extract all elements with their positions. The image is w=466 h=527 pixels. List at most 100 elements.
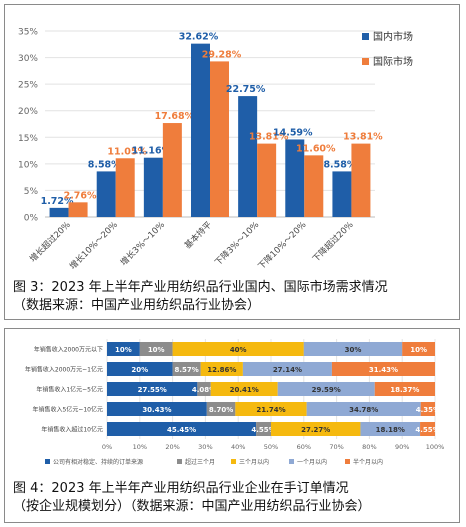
data-label: 32.62%: [179, 32, 219, 43]
x-tick-label: 70%: [329, 443, 343, 451]
x-tick-label: 下降超过20%: [310, 219, 355, 264]
bar-domestic: [96, 171, 116, 217]
segment-1: [107, 342, 140, 356]
y-category-label: 年销售收入2000万元~1亿元: [25, 366, 103, 374]
y-tick-label: 15%: [18, 134, 38, 144]
bar-domestic: [285, 139, 305, 217]
y-tick-label: 35%: [18, 28, 38, 38]
legend-swatch: [345, 459, 350, 464]
legend-label: 一个月以内: [297, 458, 327, 466]
segment-label: 30%: [345, 346, 362, 354]
x-tick-label: 30%: [198, 443, 212, 451]
data-label: 8.58%: [323, 159, 356, 170]
data-label: 13.81%: [249, 132, 289, 143]
segment-label: 29.59%: [312, 386, 341, 394]
data-label: 2.76%: [64, 190, 97, 201]
data-label: 1.72%: [41, 196, 74, 207]
segment-4: [277, 382, 375, 396]
segment-label: 27.27%: [301, 426, 330, 434]
data-label: 22.75%: [226, 84, 266, 95]
x-tick-label: 10%: [133, 443, 147, 451]
y-category-label: 年销售收入5亿元~10亿元: [33, 406, 103, 414]
orders-stacked-bar-chart: 0% 10% 20% 30% 40% 50% 60% 70% 80% 90% 100% 年销售收入20…: [25, 339, 445, 466]
data-label: 11.16%: [132, 146, 172, 157]
segment-label: 20%: [131, 366, 148, 374]
bar-international: [351, 143, 371, 217]
data-label: 11.05%: [107, 146, 147, 157]
legend-label: 国内市场: [373, 30, 413, 43]
segment-1: [107, 382, 198, 396]
legend-label: 国际市场: [373, 55, 413, 68]
legend-swatch: [231, 459, 236, 464]
legend-label: 半个月以内: [353, 458, 383, 466]
legend-label: 三个月以内: [239, 458, 269, 466]
bar-international: [68, 202, 88, 217]
segment-4: [360, 422, 421, 436]
segment-label: 27.55%: [138, 386, 167, 394]
x-tick-label: 90%: [395, 443, 409, 451]
segment-label: 8.57%: [175, 366, 199, 374]
y-tick-label: 20%: [18, 107, 38, 117]
legend-swatch: [362, 33, 369, 40]
bar-international: [304, 155, 324, 217]
y-tick-label: 25%: [18, 81, 38, 91]
data-label: 29.28%: [202, 49, 242, 60]
segment-5: [331, 362, 435, 376]
segment-label: 4.35%: [416, 406, 440, 414]
x-tick-label: 增长超过20%: [28, 219, 73, 264]
bar-domestic: [143, 157, 163, 217]
figure-3-panel: 0% 5% 10% 15% 20% 25% 30% 35% 1.72% 2.76% 增长超过20% 8…: [4, 4, 460, 320]
y-tick-label: 10%: [18, 160, 38, 170]
x-tick-label: 100%: [426, 443, 445, 451]
figure-3-caption-line1: 图 3：2023 年上半年产业用纺织品行业国内、国际市场需求情况: [13, 280, 388, 295]
bar-international: [115, 158, 135, 217]
segment-label: 10%: [148, 346, 165, 354]
data-label: 14.59%: [273, 127, 313, 138]
bar-domestic: [238, 96, 258, 217]
legend-swatch: [289, 459, 294, 464]
segment-4: [242, 362, 332, 376]
segment-4: [303, 342, 403, 356]
segment-label: 18.18%: [376, 426, 405, 434]
x-tick-label: 60%: [297, 443, 311, 451]
segment-label: 8.70%: [209, 406, 233, 414]
bar-domestic: [191, 43, 210, 218]
x-tick-label: 40%: [231, 443, 245, 451]
figure-3-caption: 图 3：2023 年上半年产业用纺织品行业国内、国际市场需求情况 （数据来源：中…: [13, 279, 453, 315]
segment-2: [172, 362, 201, 376]
x-tick-label: 0%: [102, 443, 112, 451]
segment-5: [420, 402, 435, 416]
segment-5: [374, 382, 435, 396]
segment-label: 34.78%: [349, 406, 378, 414]
bar-domestic: [49, 207, 69, 217]
figure-4-caption-line2: （按企业规模划分）（数据来源：中国产业用纺织品行业协会）: [13, 499, 371, 514]
segment-4: [306, 402, 421, 416]
segment-3: [172, 342, 304, 356]
segment-3: [210, 382, 278, 396]
x-tick-label: 下降3%～10%: [213, 219, 262, 268]
segment-label: 27.14%: [273, 366, 302, 374]
data-label: 11.60%: [296, 143, 336, 154]
segment-label: 21.74%: [256, 406, 285, 414]
segment-label: 30.43%: [142, 406, 171, 414]
segment-3: [200, 362, 243, 376]
demand-bar-chart: 0% 5% 10% 15% 20% 25% 30% 35% 1.72%2.76% 增长超过20% 8…: [18, 28, 413, 272]
segment-label: 10%: [410, 346, 427, 354]
legend-swatch: [177, 459, 182, 464]
y-category-label: 年销售收入1亿元~5亿元: [36, 386, 103, 394]
segment-1: [107, 402, 207, 416]
segment-label: 18.37%: [390, 386, 419, 394]
segment-2: [197, 382, 211, 396]
segment-3: [235, 402, 307, 416]
bar-international: [257, 143, 277, 217]
y-tick-label: 0%: [24, 214, 39, 224]
segment-2: [139, 342, 173, 356]
segment-1: [107, 422, 257, 436]
x-tick-label: 下降10%～20%: [256, 219, 309, 272]
x-tick-label: 50%: [264, 443, 278, 451]
data-label: 17.68%: [155, 111, 195, 122]
segment-label: 31.43%: [369, 366, 398, 374]
segment-label: 12.86%: [207, 366, 236, 374]
segment-label: 20.41%: [230, 386, 259, 394]
y-category-label: 年销售收入超过10亿元: [41, 426, 103, 434]
